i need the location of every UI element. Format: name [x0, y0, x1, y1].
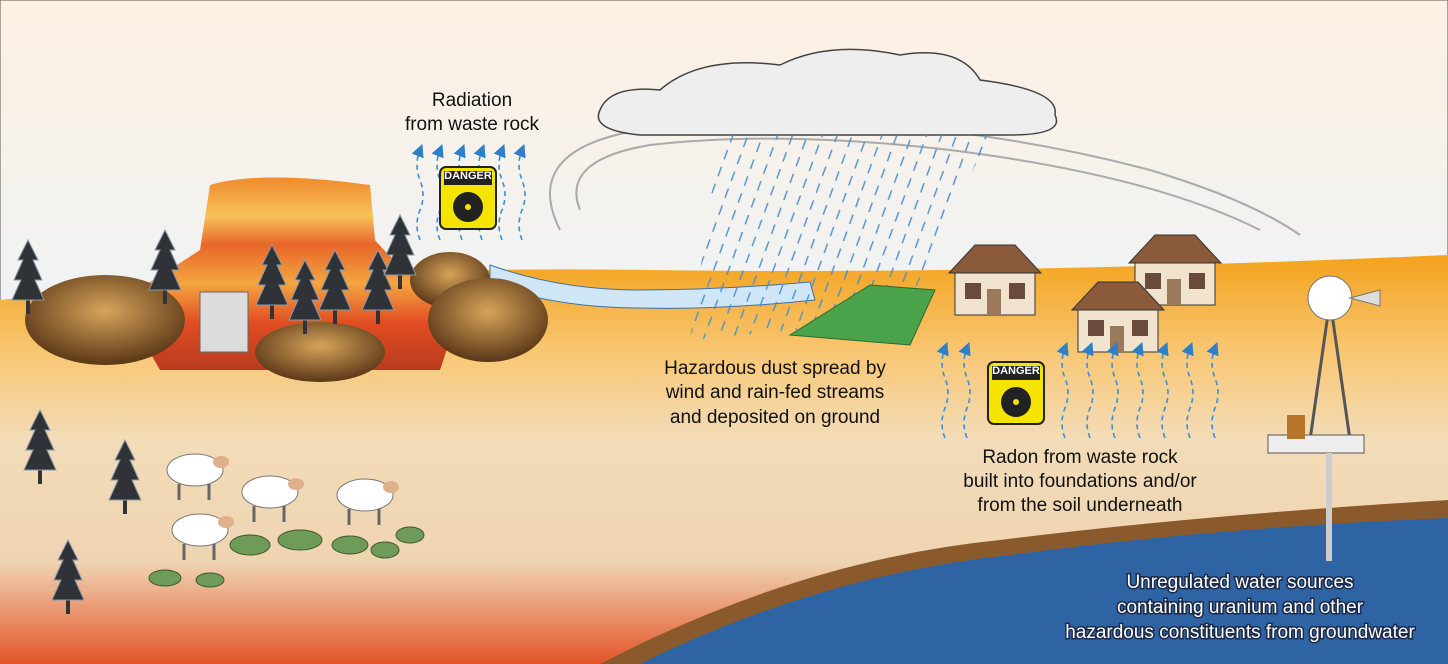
label-line: Hazardous dust spread by — [664, 358, 886, 379]
label-line: Radon from waste rock — [982, 447, 1178, 468]
scene: DANGER DANGER Radiation from waste rock … — [0, 0, 1448, 664]
sign-text: DANGER — [444, 170, 492, 182]
label-line: Radiation — [432, 90, 512, 111]
waste-rock-pile — [428, 278, 548, 362]
label-line: from waste rock — [405, 114, 540, 135]
label-line: Unregulated water sources — [1126, 572, 1353, 593]
sign-text: DANGER — [992, 365, 1040, 377]
label-line: built into foundations and/or — [963, 471, 1197, 492]
label-line: hazardous constituents from groundwater — [1065, 622, 1415, 643]
label-line: from the soil underneath — [978, 495, 1183, 516]
label-line: and deposited on ground — [670, 407, 880, 428]
label-line: wind and rain-fed streams — [665, 382, 885, 403]
mine-entrance — [200, 292, 248, 352]
label-line: containing uranium and other — [1117, 597, 1364, 618]
waste-rock-pile — [255, 322, 385, 382]
